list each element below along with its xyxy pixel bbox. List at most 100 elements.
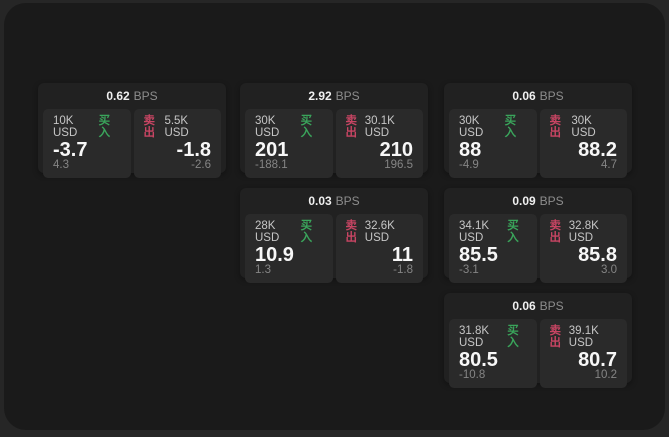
sell-amount-label: 32.6K USD (364, 220, 395, 244)
sell-change: 196.5 (384, 159, 413, 171)
buy-tag: 买入 (98, 115, 111, 139)
spread-value: 2.92 (308, 89, 332, 103)
buy-price: 10.9 (255, 244, 294, 266)
buy-quote-panel[interactable]: 30K USD 买入 88 -4.9 (449, 109, 537, 178)
sell-panel-top: 卖出 5.5K USD (143, 115, 212, 139)
quote-card-body: 10K USD 买入 -3.7 4.3 卖出 5.5K USD -1.8 -2.… (38, 109, 226, 182)
sell-price: 85.8 (578, 244, 617, 266)
buy-tag: 买入 (300, 115, 313, 139)
sell-change: 3.0 (601, 264, 617, 276)
sell-tag: 卖出 (345, 220, 358, 244)
buy-change: -188.1 (255, 159, 288, 171)
sell-quote-panel[interactable]: 卖出 32.8K USD 85.8 3.0 (539, 214, 627, 283)
quote-card-body: 34.1K USD 买入 85.5 -3.1 卖出 32.8K USD 85.8… (444, 214, 632, 287)
sell-quote-panel[interactable]: 卖出 30.1K USD 210 196.5 (335, 109, 423, 178)
sell-panel-top: 卖出 39.1K USD (549, 325, 618, 349)
bps-unit-label: BPS (539, 89, 564, 103)
sell-tag: 卖出 (143, 115, 156, 139)
bps-unit-label: BPS (539, 194, 564, 208)
spread-value: 0.06 (512, 299, 536, 313)
buy-change: 4.3 (53, 159, 69, 171)
sell-tag: 卖出 (549, 115, 562, 139)
sell-quote-panel[interactable]: 卖出 39.1K USD 80.7 10.2 (539, 319, 627, 388)
buy-price: 85.5 (459, 244, 498, 266)
spread-value: 0.09 (512, 194, 536, 208)
buy-price: -3.7 (53, 139, 88, 161)
buy-tag: 买入 (507, 325, 519, 349)
spread-header: 0.06 BPS (444, 83, 632, 109)
buy-panel-top: 31.8K USD 买入 (459, 325, 527, 349)
sell-price: 11 (391, 244, 413, 266)
buy-amount-label: 28K USD (255, 220, 280, 244)
buy-quote-panel[interactable]: 10K USD 买入 -3.7 4.3 (43, 109, 131, 178)
quote-card-body: 31.8K USD 买入 80.5 -10.8 卖出 39.1K USD 80.… (444, 319, 632, 392)
bps-unit-label: BPS (335, 89, 360, 103)
sell-quote-panel[interactable]: 卖出 32.6K USD 11 -1.8 (335, 214, 423, 283)
buy-panel-top: 30K USD 买入 (255, 115, 323, 139)
sell-panel-top: 卖出 30.1K USD (345, 115, 414, 139)
quote-card: 0.09 BPS 34.1K USD 买入 85.5 -3.1 卖出 32.8K… (444, 188, 632, 283)
buy-quote-panel[interactable]: 30K USD 买入 201 -188.1 (245, 109, 333, 178)
buy-amount-label: 31.8K USD (459, 325, 490, 349)
buy-quote-panel[interactable]: 28K USD 买入 10.9 1.3 (245, 214, 333, 283)
sell-price: -1.8 (176, 139, 211, 161)
sell-tag: 卖出 (549, 220, 562, 244)
spread-header: 0.62 BPS (38, 83, 226, 109)
spread-header: 2.92 BPS (240, 83, 428, 109)
sell-tag: 卖出 (549, 325, 562, 349)
buy-price: 88 (459, 139, 482, 161)
quote-card: 0.06 BPS 31.8K USD 买入 80.5 -10.8 卖出 39.1… (444, 293, 632, 388)
bps-unit-label: BPS (133, 89, 158, 103)
buy-change: -3.1 (459, 264, 479, 276)
sell-amount-label: 30K USD (571, 115, 596, 139)
quote-card: 0.06 BPS 30K USD 买入 88 -4.9 卖出 30K USD 8… (444, 83, 632, 178)
sell-change: -2.6 (191, 159, 211, 171)
quote-card: 0.03 BPS 28K USD 买入 10.9 1.3 卖出 32.6K US… (240, 188, 428, 283)
buy-panel-top: 30K USD 买入 (459, 115, 527, 139)
buy-change: -4.9 (459, 159, 479, 171)
buy-panel-top: 10K USD 买入 (53, 115, 121, 139)
sell-quote-panel[interactable]: 卖出 30K USD 88.2 4.7 (539, 109, 627, 178)
buy-tag: 买入 (300, 220, 313, 244)
sell-panel-top: 卖出 32.6K USD (345, 220, 414, 244)
spread-header: 0.03 BPS (240, 188, 428, 214)
buy-panel-top: 34.1K USD 买入 (459, 220, 527, 244)
sell-change: 10.2 (594, 369, 617, 381)
buy-price: 80.5 (459, 349, 498, 371)
buy-amount-label: 30K USD (255, 115, 280, 139)
sell-amount-label: 5.5K USD (164, 115, 189, 139)
sell-price: 80.7 (578, 349, 617, 371)
buy-change: 1.3 (255, 264, 271, 276)
sell-amount-label: 30.1K USD (364, 115, 395, 139)
sell-quote-panel[interactable]: 卖出 5.5K USD -1.8 -2.6 (133, 109, 221, 178)
sell-panel-top: 卖出 32.8K USD (549, 220, 618, 244)
sell-amount-label: 39.1K USD (568, 325, 599, 349)
buy-amount-label: 34.1K USD (459, 220, 490, 244)
spread-value: 0.62 (106, 89, 130, 103)
buy-quote-panel[interactable]: 31.8K USD 买入 80.5 -10.8 (449, 319, 537, 388)
quote-card-body: 30K USD 买入 201 -188.1 卖出 30.1K USD 210 1… (240, 109, 428, 182)
sell-price: 88.2 (578, 139, 617, 161)
bps-unit-label: BPS (539, 299, 564, 313)
sell-change: -1.8 (393, 264, 413, 276)
quote-card: 0.62 BPS 10K USD 买入 -3.7 4.3 卖出 5.5K USD… (38, 83, 226, 178)
sell-price: 210 (379, 139, 413, 161)
bps-unit-label: BPS (335, 194, 360, 208)
spread-value: 0.06 (512, 89, 536, 103)
buy-tag: 买入 (504, 115, 517, 139)
spread-header: 0.09 BPS (444, 188, 632, 214)
quote-card-body: 30K USD 买入 88 -4.9 卖出 30K USD 88.2 4.7 (444, 109, 632, 182)
buy-amount-label: 30K USD (459, 115, 484, 139)
buy-quote-panel[interactable]: 34.1K USD 买入 85.5 -3.1 (449, 214, 537, 283)
sell-tag: 卖出 (345, 115, 358, 139)
buy-panel-top: 28K USD 买入 (255, 220, 323, 244)
quote-card-body: 28K USD 买入 10.9 1.3 卖出 32.6K USD 11 -1.8 (240, 214, 428, 287)
spread-header: 0.06 BPS (444, 293, 632, 319)
buy-tag: 买入 (507, 220, 519, 244)
buy-change: -10.8 (459, 369, 486, 381)
sell-panel-top: 卖出 30K USD (549, 115, 618, 139)
buy-price: 201 (255, 139, 289, 161)
buy-amount-label: 10K USD (53, 115, 78, 139)
spread-value: 0.03 (308, 194, 332, 208)
quote-card: 2.92 BPS 30K USD 买入 201 -188.1 卖出 30.1K … (240, 83, 428, 178)
